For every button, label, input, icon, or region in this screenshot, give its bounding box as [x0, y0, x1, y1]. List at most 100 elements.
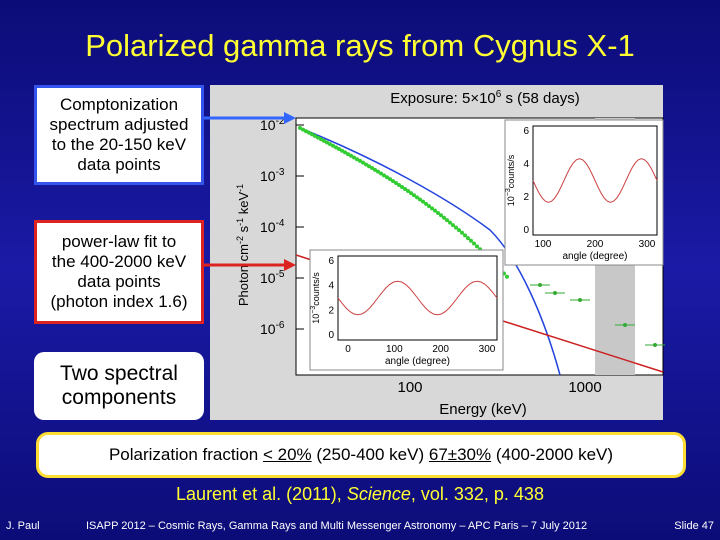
text-line: Comptonization: [59, 95, 179, 114]
y-axis-label: Photon cm-2 s-1 keV-1: [235, 184, 251, 306]
data-point: [391, 179, 395, 184]
text-box: power-law fit to the 400-2000 keV data poi…: [34, 220, 204, 324]
inset-curve: [532, 158, 658, 203]
label-exp: −3: [505, 188, 512, 196]
inset-x-label: angle (degree): [562, 251, 627, 262]
inset-x-tick: 200: [587, 239, 604, 250]
text-line: data points: [77, 155, 161, 174]
text-line: Two spectral: [60, 362, 178, 385]
inset-x-tick: 0: [345, 344, 351, 355]
data-point: [373, 167, 377, 172]
data-point: [538, 283, 542, 287]
data-point: [553, 291, 557, 295]
data-point: [412, 193, 416, 198]
tick-base: 10: [260, 270, 276, 286]
text: (400-2000 keV): [491, 445, 614, 464]
y-tick-label: 10-3: [260, 167, 285, 184]
text: Science: [346, 484, 411, 504]
data-point: [298, 126, 302, 130]
data-point: [394, 181, 398, 186]
inset-background: [504, 119, 664, 266]
text-line: data points: [77, 272, 161, 291]
footer-author: J. Paul: [6, 520, 40, 532]
y-tick-label: 10-4: [260, 218, 285, 235]
slide-title: Polarized gamma rays from Cygnus X-1: [85, 28, 635, 63]
data-point: [379, 171, 383, 176]
data-point: [343, 150, 347, 155]
tick-exp: -2: [276, 116, 285, 127]
data-point: [442, 215, 446, 220]
text-line: components: [61, 386, 177, 409]
inset-y-tick: 4: [523, 159, 529, 170]
text-line: (photon index 1.6): [50, 292, 188, 311]
data-point: [454, 225, 458, 230]
data-point: [328, 142, 332, 147]
inset-y-tick: 0: [328, 330, 334, 341]
data-point: [463, 233, 467, 238]
x-tick-label: 1000: [568, 379, 601, 396]
data-point: [433, 208, 437, 213]
data-point: [421, 199, 425, 204]
data-point: [466, 236, 470, 241]
data-point: [367, 164, 371, 169]
data-point: [451, 223, 455, 228]
label-part: counts/s: [506, 154, 516, 188]
inset-y-label: 10−3counts/s: [505, 154, 516, 206]
data-point: [355, 157, 359, 162]
data-point: [388, 177, 392, 182]
inset-y-label: 10−3counts/s: [310, 272, 321, 324]
data-point: [475, 244, 479, 249]
data-point: [352, 155, 356, 160]
data-point: [319, 137, 323, 142]
tick-base: 10: [260, 117, 276, 133]
tick-exp: -6: [276, 320, 285, 331]
x-tick-label: 100: [397, 379, 422, 396]
inset-y-tick: 6: [328, 256, 334, 267]
label-exp: −3: [310, 306, 317, 314]
data-point: [376, 169, 380, 174]
data-point: [415, 195, 419, 200]
data-point: [340, 148, 344, 153]
data-point: [310, 132, 314, 137]
data-point: [364, 162, 368, 167]
data-point: [400, 184, 404, 189]
red-arrowhead: [284, 259, 296, 271]
text-box: Comptonization spectrum adjusted to the 20…: [34, 85, 204, 185]
inset-y-tick: 0: [523, 225, 529, 236]
label-part: 10: [506, 196, 516, 206]
data-point: [439, 213, 443, 218]
tick-base: 10: [260, 219, 276, 235]
data-point: [331, 143, 335, 148]
tick-exp: -4: [276, 218, 285, 229]
data-point: [578, 298, 582, 302]
inset-y-tick: 2: [328, 305, 334, 316]
data-point: [313, 134, 317, 139]
data-point: [382, 173, 386, 178]
data-point: [301, 127, 305, 132]
y-tick-label: 10-2: [260, 116, 285, 133]
data-point: [436, 210, 440, 215]
data-point: [349, 153, 353, 158]
text-line: the 400-2000 keV: [51, 252, 187, 271]
data-point: [370, 166, 374, 171]
text: (250-400 keV): [311, 445, 429, 464]
tick-exp: -3: [276, 167, 285, 178]
data-point: [653, 343, 657, 347]
text: Laurent et al. (2011),: [176, 484, 347, 504]
text-line: spectrum adjusted: [49, 115, 189, 134]
tick-base: 10: [260, 168, 276, 184]
inset-x-tick: 300: [479, 344, 496, 355]
inset-background: [309, 249, 504, 371]
data-point: [457, 228, 461, 233]
inset-curve: [337, 280, 498, 316]
y-tick-label: 10-6: [260, 320, 285, 337]
citation: Laurent et al. (2011), Science, vol. 332…: [0, 484, 720, 505]
inset-y-tick: 2: [523, 192, 529, 203]
footer-event: ISAPP 2012 – Cosmic Rays, Gamma Rays and…: [86, 520, 588, 532]
data-point: [304, 129, 308, 134]
inset-x-tick: 300: [639, 239, 656, 250]
data-point: [623, 323, 627, 327]
data-point: [418, 197, 422, 202]
inset-y-tick: 4: [328, 281, 334, 292]
